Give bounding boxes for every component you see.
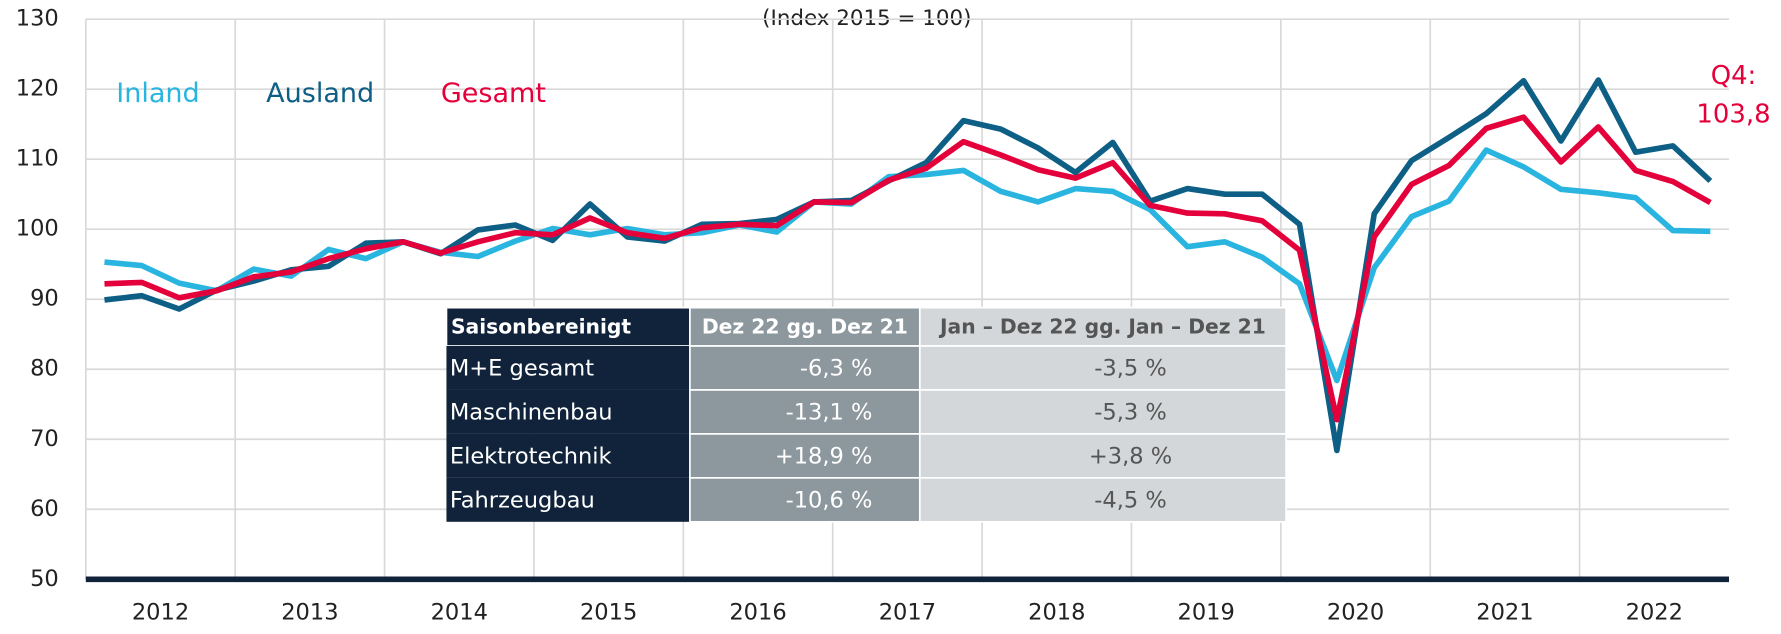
table-cell [918, 345, 1287, 391]
x-tick-label: 2014 [431, 600, 488, 626]
table-header-cell [918, 306, 1287, 347]
table-text: -10,6 % [786, 487, 873, 513]
y-tick-label: 50 [30, 566, 59, 592]
table-text: Elektrotechnik [450, 444, 612, 470]
y-tick-label: 100 [16, 216, 59, 242]
table-text: -6,3 % [800, 356, 873, 382]
legend-label: Gesamt [441, 78, 546, 109]
table-cell [918, 389, 1287, 435]
table-cell [918, 477, 1287, 523]
x-tick-label: 2013 [281, 600, 338, 626]
y-tick-label: 60 [30, 496, 59, 522]
table-cell [689, 345, 921, 391]
annotation: Q4: [1711, 61, 1757, 91]
legend-label: Inland [116, 78, 199, 109]
table-cell [446, 477, 690, 522]
y-tick-label: 90 [30, 286, 59, 312]
table-cell [918, 433, 1287, 479]
table-header-cell [689, 306, 921, 347]
table-header-cell [445, 306, 691, 347]
x-tick-label: 2021 [1476, 600, 1533, 626]
x-tick-label: 2016 [729, 600, 786, 626]
legend-label: Ausland [266, 78, 374, 109]
table-header: Dez 22 gg. Dez 21 [702, 314, 908, 338]
annotation: 103,8 [1696, 99, 1770, 129]
table-header: Saisonbereinigt [451, 314, 631, 338]
x-tick-label: 2020 [1327, 600, 1384, 626]
y-tick-label: 80 [30, 356, 59, 382]
table-cell [446, 389, 690, 434]
table-text: +3,8 % [1089, 444, 1172, 470]
table-header: Jan – Dez 22 gg. Jan – Dez 21 [938, 314, 1266, 338]
table-cell [689, 433, 921, 479]
table-text: Maschinenbau [450, 400, 613, 426]
y-tick-label: 70 [30, 426, 59, 452]
table-text: +18,9 % [775, 444, 873, 470]
x-tick-label: 2012 [132, 600, 189, 626]
table-text: -4,5 % [1094, 487, 1167, 513]
x-tick-label: 2019 [1177, 600, 1234, 626]
table-cell [689, 389, 921, 435]
y-tick-label: 110 [16, 146, 59, 172]
table-text: M+E gesamt [450, 356, 594, 382]
table-text: Fahrzeugbau [450, 487, 595, 513]
x-tick-label: 2017 [879, 600, 936, 626]
y-tick-label: 120 [16, 76, 59, 102]
x-tick-label: 2015 [580, 600, 637, 626]
table-cell [689, 477, 921, 523]
table-text: -3,5 % [1094, 356, 1167, 382]
table-text: -13,1 % [786, 400, 873, 426]
x-tick-label: 2022 [1626, 600, 1683, 626]
table-cell [446, 345, 690, 390]
table-cell [446, 433, 690, 478]
x-tick-label: 2018 [1028, 600, 1085, 626]
y-tick-label: 130 [16, 6, 59, 32]
table-text: -5,3 % [1094, 400, 1167, 426]
series-line [104, 114, 1712, 423]
